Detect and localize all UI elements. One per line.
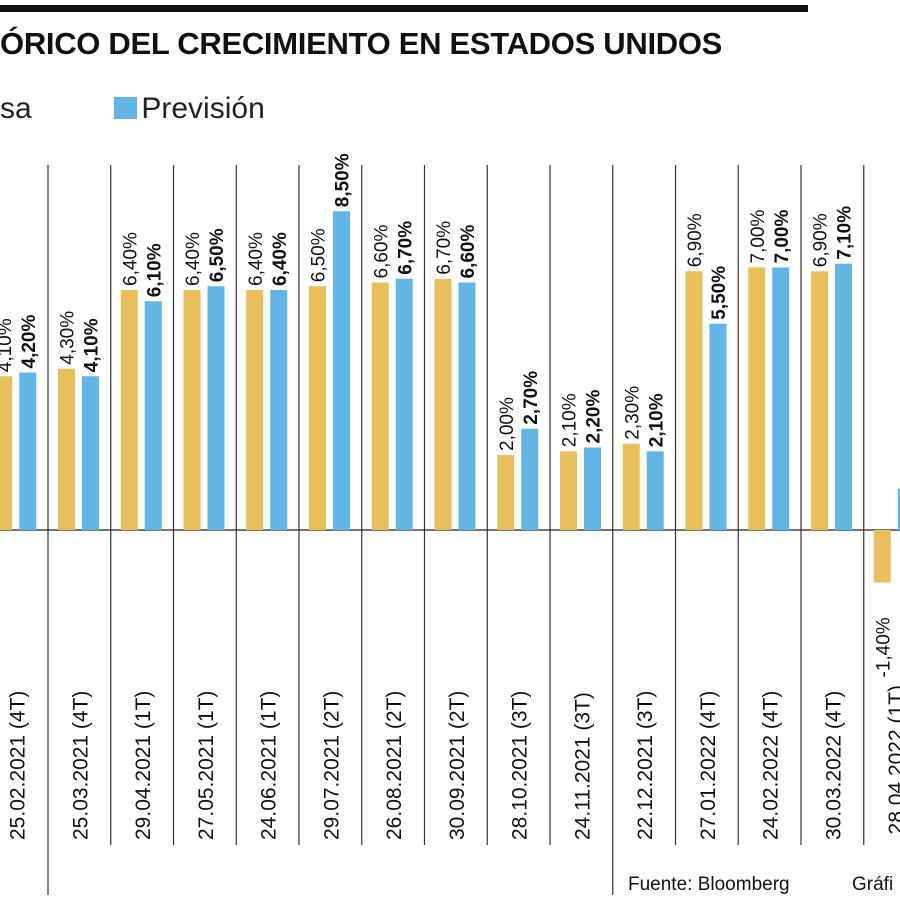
bar-prevision: [835, 263, 852, 530]
data-label-sa: 2,10%: [560, 393, 581, 447]
bar-prevision: [82, 376, 99, 530]
category-label: 27.01.2022 (4T): [697, 691, 720, 840]
bar-prevision: [333, 211, 350, 530]
data-label-prevision: 2,20%: [584, 390, 605, 444]
bar-prevision: [584, 447, 601, 530]
data-label-prevision: 5,50%: [709, 266, 730, 320]
data-label-prevision: 2,70%: [521, 371, 542, 425]
data-label-prevision: 7,00%: [772, 210, 793, 264]
bar-sa: [811, 271, 828, 530]
legend: sa Previsión: [0, 92, 265, 126]
category-label: 30.09.2021 (2T): [446, 691, 469, 840]
data-label-prevision: 6,70%: [395, 221, 416, 275]
category-label: 27.05.2021 (1T): [195, 691, 218, 840]
bar-prevision: [207, 286, 225, 530]
bar-prevision: [458, 282, 476, 530]
data-label-prevision: 1,10%: [897, 431, 900, 485]
category-label: 29.07.2021 (2T): [320, 691, 343, 840]
category-label: 29.04.2021 (1T): [132, 691, 155, 840]
bar-prevision: [897, 488, 900, 530]
bar-sa: [371, 282, 389, 530]
bar-sa: [748, 267, 766, 530]
data-label-sa: 6,60%: [371, 225, 392, 279]
data-label-sa: 2,30%: [622, 386, 643, 440]
data-label-sa: 7,00%: [748, 210, 769, 264]
data-label-prevision: 7,10%: [835, 206, 856, 260]
bar-sa: [685, 271, 703, 530]
data-label-prevision: 4,20%: [19, 315, 40, 369]
bar-sa: [0, 376, 13, 530]
data-label-sa: 6,40%: [246, 232, 267, 286]
data-label-prevision: 4,10%: [82, 318, 103, 372]
bar-prevision: [772, 267, 790, 530]
bar-sa: [58, 368, 75, 530]
bar-prevision: [521, 428, 539, 530]
legend-swatch-prevision: [114, 97, 138, 119]
category-label: 22.12.2021 (3T): [634, 691, 657, 840]
data-label-prevision: 2,10%: [646, 393, 667, 447]
data-label-sa: 6,90%: [811, 213, 832, 267]
data-label-sa: 6,50%: [309, 228, 330, 282]
bar-sa: [497, 455, 515, 530]
data-label-sa: 4,30%: [58, 311, 79, 365]
data-label-sa: 4,10%: [0, 318, 16, 372]
category-label: 28.04.2022 (1T): [885, 685, 900, 834]
bar-prevision: [144, 301, 162, 530]
bar-sa: [560, 451, 577, 530]
bar-sa: [309, 286, 326, 530]
data-label-sa: 2,00%: [497, 397, 518, 451]
bar-sa: [246, 290, 264, 530]
legend-label-prevision: Previsión: [141, 92, 265, 125]
data-label-sa: -1,40%: [873, 617, 894, 677]
bar-prevision: [646, 451, 664, 530]
bar-sa: [120, 290, 138, 530]
category-label: 24.02.2022 (4T): [760, 691, 783, 840]
category-label: 24.11.2021 (3T): [571, 692, 594, 840]
bar-prevision: [395, 278, 413, 530]
data-label-prevision: 6,40%: [270, 232, 291, 286]
top-rule: [0, 5, 808, 12]
data-label-sa: 6,90%: [685, 213, 706, 267]
credit-note: Gráfi: [852, 874, 893, 895]
bar-prevision: [709, 323, 727, 530]
bar-sa: [622, 443, 640, 530]
chart-title: ÓRICO DEL CRECIMIENTO EN ESTADOS UNIDOS: [0, 26, 723, 61]
data-label-prevision: 8,50%: [333, 153, 354, 207]
category-label: 26.08.2021 (2T): [383, 691, 406, 840]
category-label: 25.03.2021 (4T): [69, 691, 92, 840]
legend-label-sa: sa: [0, 92, 32, 125]
source-note: Fuente: Bloomberg: [628, 874, 790, 895]
data-label-prevision: 6,50%: [207, 228, 228, 282]
category-label: 25.02.2021 (4T): [7, 691, 30, 840]
data-label-prevision: 6,60%: [458, 225, 479, 279]
data-label-sa: 6,70%: [434, 221, 455, 275]
data-label-sa: 6,40%: [183, 232, 204, 286]
bar-sa: [873, 530, 891, 583]
data-label-prevision: 6,10%: [144, 243, 165, 297]
category-label: 24.06.2021 (1T): [258, 691, 281, 840]
category-label: 28.10.2021 (3T): [509, 691, 532, 840]
data-label-sa: 6,40%: [120, 232, 141, 286]
category-label: 30.03.2022 (4T): [822, 691, 845, 840]
bar-sa: [183, 290, 201, 530]
bar-prevision: [270, 290, 288, 530]
bar-sa: [434, 278, 452, 530]
bar-prevision: [19, 372, 37, 530]
